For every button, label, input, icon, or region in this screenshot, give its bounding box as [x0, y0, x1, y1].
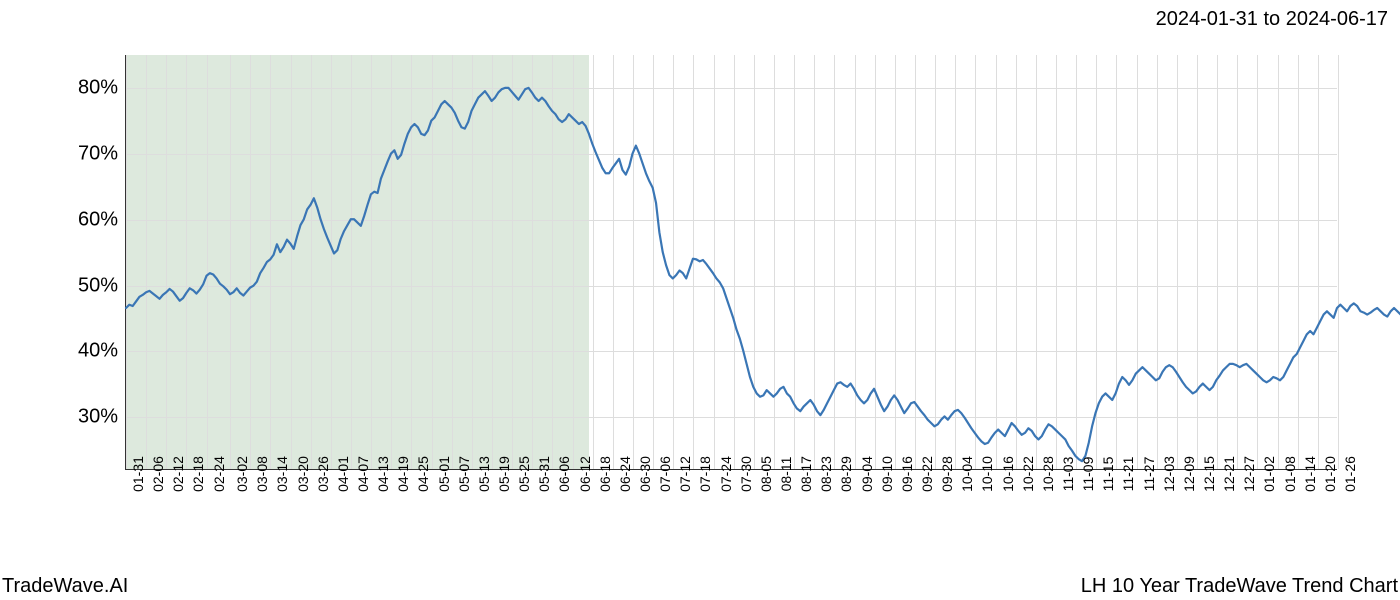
x-tick-label: 03-14: [274, 456, 290, 492]
x-tick-label: 09-16: [899, 456, 915, 492]
x-tick-label: 01-08: [1282, 456, 1298, 492]
x-tick-label: 05-25: [516, 456, 532, 492]
date-range-label: 2024-01-31 to 2024-06-17: [1156, 8, 1388, 31]
x-tick-label: 05-01: [436, 456, 452, 492]
trend-line: [126, 55, 1337, 469]
y-tick-label: 30%: [78, 406, 118, 429]
x-tick-label: 11-09: [1080, 457, 1096, 492]
x-tick-label: 01-20: [1322, 456, 1338, 492]
x-tick-label: 07-18: [697, 456, 713, 492]
x-tick-label: 05-31: [536, 456, 552, 492]
x-tick-label: 10-04: [959, 456, 975, 492]
chart-title: LH 10 Year TradeWave Trend Chart: [1081, 575, 1398, 598]
x-tick-label: 10-10: [979, 456, 995, 492]
x-tick-label: 03-02: [234, 456, 250, 492]
x-tick-label: 07-30: [738, 456, 754, 492]
x-tick-label: 04-13: [375, 456, 391, 492]
x-tick-label: 08-29: [838, 456, 854, 492]
x-tick-label: 12-09: [1181, 456, 1197, 492]
x-tick-label: 11-21: [1120, 457, 1136, 492]
y-tick-label: 60%: [78, 208, 118, 231]
x-tick-label: 06-12: [577, 456, 593, 492]
x-tick-label: 05-07: [456, 456, 472, 492]
x-tick-label: 04-07: [355, 456, 371, 492]
x-tick-label: 09-10: [879, 456, 895, 492]
x-tick-label: 11-27: [1141, 457, 1157, 492]
x-tick-label: 02-18: [190, 456, 206, 492]
y-tick-label: 40%: [78, 340, 118, 363]
x-tick-label: 01-02: [1261, 456, 1277, 492]
x-tick-label: 04-19: [395, 456, 411, 492]
x-tick-label: 03-08: [254, 456, 270, 492]
x-tick-label: 06-06: [556, 456, 572, 492]
x-tick-label: 07-06: [657, 456, 673, 492]
x-tick-label: 07-12: [677, 456, 693, 492]
x-tick-label: 05-19: [496, 456, 512, 492]
x-tick-label: 12-15: [1201, 456, 1217, 492]
x-tick-label: 04-01: [335, 456, 351, 492]
x-tick-label: 10-22: [1020, 456, 1036, 492]
x-tick-label: 02-06: [150, 456, 166, 492]
x-tick-label: 02-12: [170, 456, 186, 492]
y-tick-label: 80%: [78, 76, 118, 99]
x-tick-label: 12-27: [1241, 456, 1257, 492]
x-tick-label: 11-15: [1100, 457, 1116, 492]
x-tick-label: 12-03: [1161, 456, 1177, 492]
plot-area: [125, 55, 1337, 470]
x-tick-label: 01-26: [1342, 456, 1358, 492]
x-tick-label: 01-14: [1302, 456, 1318, 492]
x-tick-label: 05-13: [476, 456, 492, 492]
x-tick-label: 02-24: [211, 456, 227, 492]
x-tick-label: 06-30: [637, 456, 653, 492]
x-tick-label: 03-26: [315, 456, 331, 492]
x-tick-label: 11-03: [1060, 457, 1076, 492]
x-tick-label: 06-24: [617, 456, 633, 492]
x-tick-label: 08-23: [818, 456, 834, 492]
x-tick-label: 01-31: [130, 456, 146, 492]
x-tick-label: 10-28: [1040, 456, 1056, 492]
x-tick-label: 12-21: [1221, 456, 1237, 492]
x-tick-label: 03-20: [295, 456, 311, 492]
x-tick-label: 04-25: [415, 456, 431, 492]
x-tick-label: 09-22: [919, 456, 935, 492]
y-tick-label: 50%: [78, 274, 118, 297]
x-tick-label: 08-17: [798, 456, 814, 492]
brand-label: TradeWave.AI: [2, 575, 128, 598]
x-tick-label: 09-28: [939, 456, 955, 492]
x-tick-label: 09-04: [859, 456, 875, 492]
x-tick-label: 06-18: [597, 456, 613, 492]
x-tick-label: 10-16: [1000, 456, 1016, 492]
gridline-vertical: [1338, 55, 1339, 469]
y-tick-label: 70%: [78, 142, 118, 165]
x-tick-label: 07-24: [718, 456, 734, 492]
x-tick-label: 08-11: [778, 457, 794, 492]
x-tick-label: 08-05: [758, 456, 774, 492]
chart-container: 2024-01-31 to 2024-06-17 30% 40% 50% 60% 70%…: [0, 0, 1400, 600]
